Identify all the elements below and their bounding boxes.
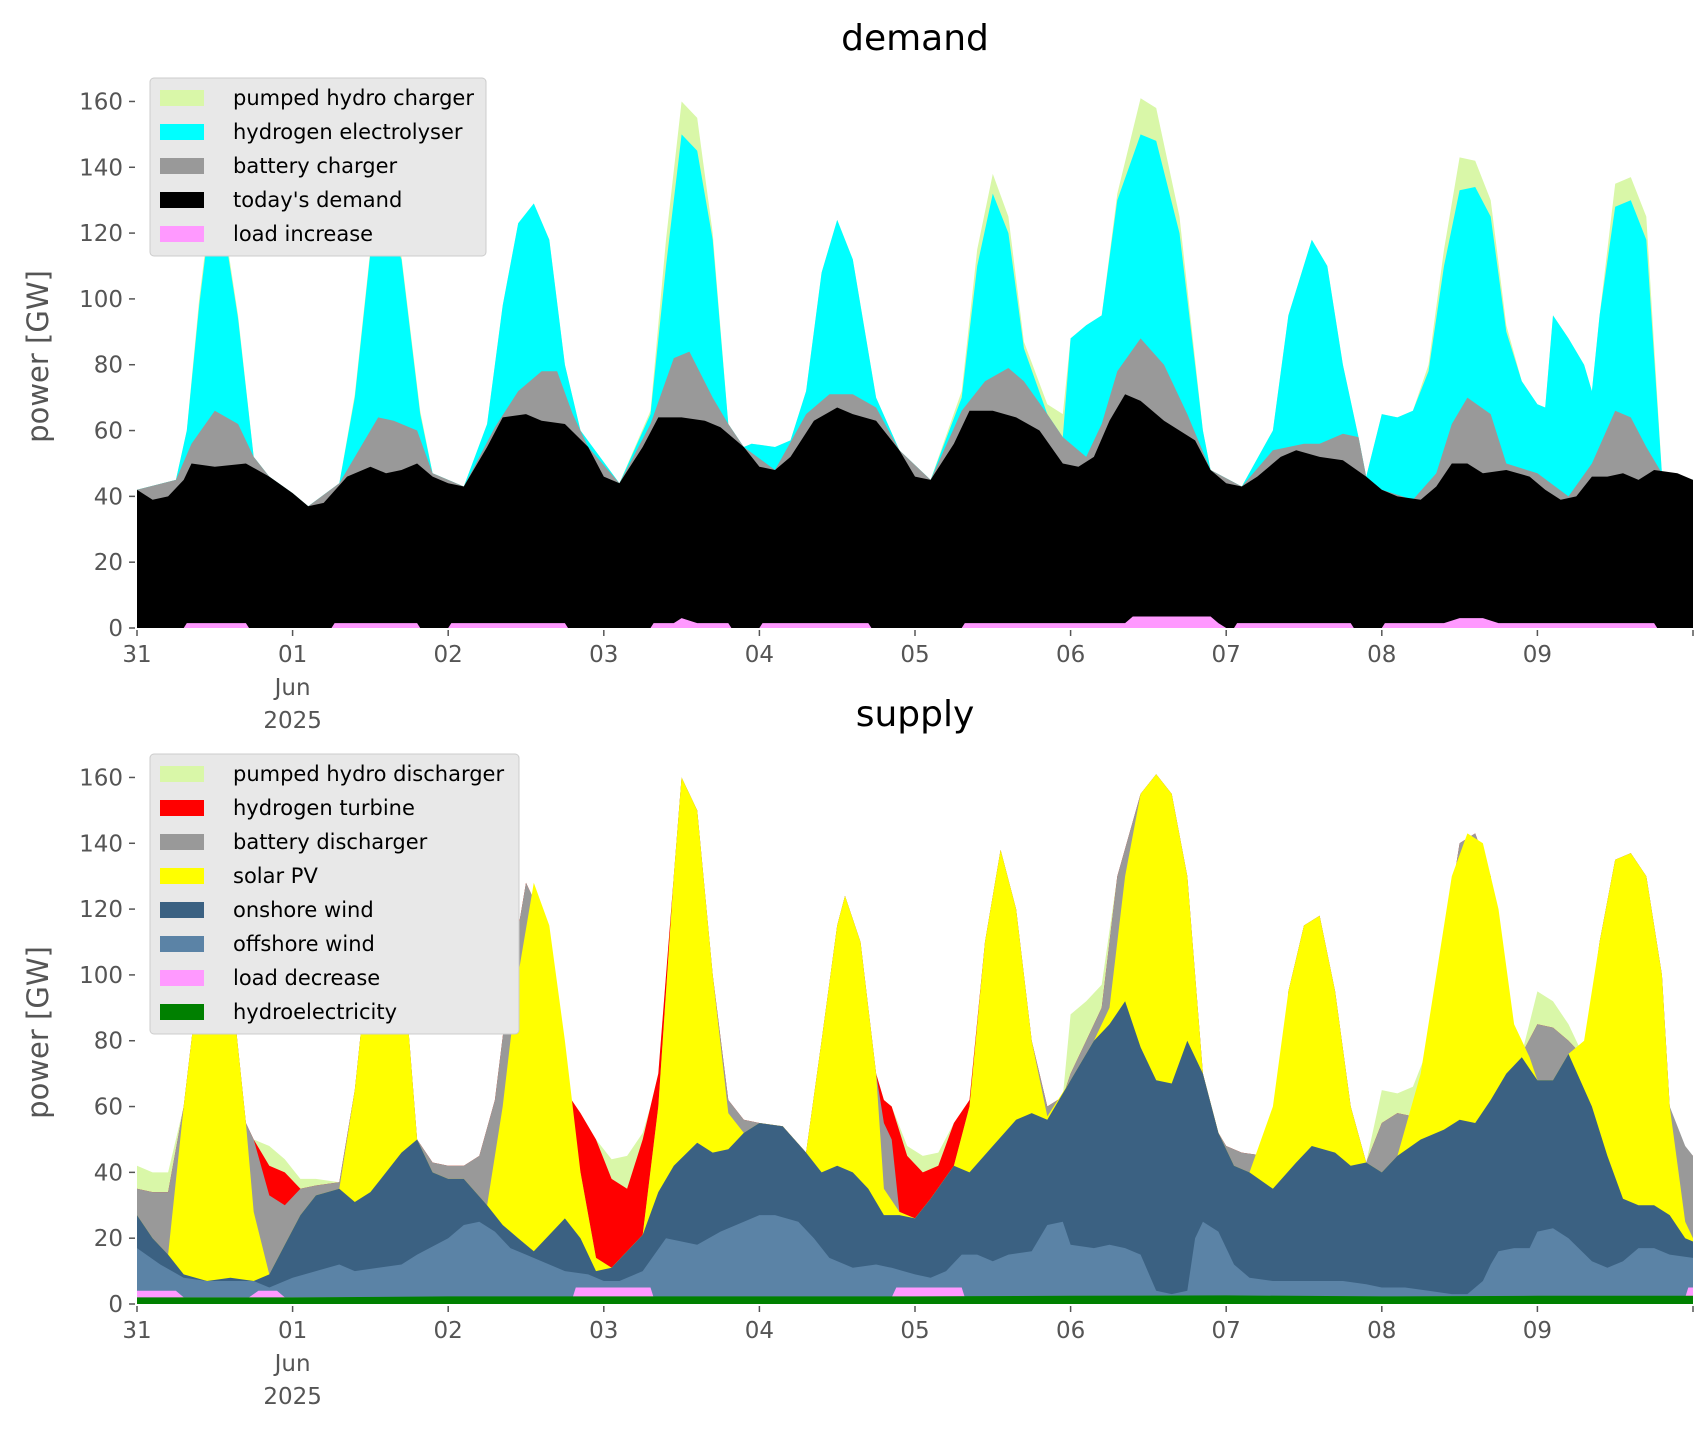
- legend-label: pumped hydro charger: [233, 86, 474, 110]
- y-axis-label: power [GW]: [21, 946, 55, 1119]
- y-tick-label: 80: [94, 353, 123, 379]
- x-tick-label: 05: [900, 642, 929, 668]
- area-hydroelectricity: [137, 1295, 1693, 1304]
- y-tick-label: 20: [94, 1226, 123, 1252]
- x-tick-label: 04: [745, 1318, 774, 1344]
- legend-swatch: [160, 226, 204, 242]
- x-tick-label: 03: [589, 642, 618, 668]
- x-tick-label: 02: [434, 1318, 463, 1344]
- y-tick-label: 120: [79, 897, 123, 923]
- x-tick-label: 03: [589, 1318, 618, 1344]
- legend-label: pumped hydro discharger: [233, 762, 504, 786]
- legend-swatch: [160, 902, 204, 918]
- legend-label: solar PV: [233, 864, 318, 888]
- y-axis-label: power [GW]: [21, 270, 55, 443]
- legend-label: today's demand: [233, 188, 402, 212]
- y-tick-label: 100: [79, 287, 123, 313]
- chart-title: supply: [856, 694, 975, 735]
- y-tick-label: 60: [94, 1095, 123, 1121]
- legend-swatch: [160, 868, 204, 884]
- y-tick-label: 160: [79, 89, 123, 115]
- y-tick-label: 60: [94, 419, 123, 445]
- y-tick-label: 0: [108, 1292, 123, 1318]
- y-tick-label: 100: [79, 963, 123, 989]
- legend-label: offshore wind: [233, 932, 375, 956]
- legend-swatch: [160, 834, 204, 850]
- area-load-increase: [137, 616, 1693, 628]
- x-tick-label: 09: [1523, 642, 1552, 668]
- area-offshore-wind: [137, 1215, 1693, 1304]
- legend-swatch: [160, 766, 204, 782]
- legend-swatch: [160, 90, 204, 106]
- legend-label: load increase: [233, 222, 373, 246]
- y-tick-label: 160: [79, 765, 123, 791]
- legend-swatch: [160, 800, 204, 816]
- chart-title: demand: [841, 18, 989, 59]
- y-tick-label: 40: [94, 1160, 123, 1186]
- legend-box: [149, 77, 487, 257]
- x-tick-label: 01: [278, 642, 307, 668]
- x-tick-label: 08: [1367, 642, 1396, 668]
- legend-label: battery discharger: [233, 830, 428, 854]
- x-tick-label: 07: [1212, 1318, 1241, 1344]
- y-tick-label: 0: [108, 616, 123, 642]
- legend-swatch: [160, 970, 204, 986]
- legend-swatch: [160, 936, 204, 952]
- x-tick-label: 08: [1367, 1318, 1396, 1344]
- legend-swatch: [160, 192, 204, 208]
- y-tick-label: 80: [94, 1029, 123, 1055]
- legend-label: load decrease: [233, 966, 380, 990]
- x-tick-label: Jun: [273, 1351, 311, 1377]
- legend-label: hydroelectricity: [233, 1000, 397, 1024]
- x-tick-label: 2025: [263, 708, 322, 734]
- legend: pumped hydro charger hydrogen electrolyse…: [149, 77, 487, 257]
- legend-label: hydrogen electrolyser: [233, 120, 463, 144]
- x-tick-label: 04: [745, 642, 774, 668]
- y-tick-label: 140: [79, 831, 123, 857]
- legend-label: hydrogen turbine: [233, 796, 415, 820]
- legend-swatch: [160, 1004, 204, 1020]
- area-today-s-demand: [137, 394, 1693, 628]
- x-tick-label: 09: [1523, 1318, 1552, 1344]
- x-tick-label: 07: [1212, 642, 1241, 668]
- area-onshore-wind: [137, 1001, 1693, 1304]
- x-tick-label: 05: [900, 1318, 929, 1344]
- x-tick-label: 31: [122, 642, 151, 668]
- x-tick-label: 02: [434, 642, 463, 668]
- legend-label: onshore wind: [233, 898, 374, 922]
- x-tick-label: 2025: [263, 1384, 322, 1410]
- x-tick-label: 06: [1056, 642, 1085, 668]
- y-tick-label: 140: [79, 155, 123, 181]
- y-tick-label: 20: [94, 550, 123, 576]
- legend: pumped hydro discharger hydrogen turbine b…: [149, 753, 520, 1035]
- x-tick-label: 06: [1056, 1318, 1085, 1344]
- legend-box: [149, 753, 520, 1035]
- y-tick-label: 40: [94, 484, 123, 510]
- legend-swatch: [160, 124, 204, 140]
- y-tick-label: 120: [79, 221, 123, 247]
- x-tick-label: 31: [122, 1318, 151, 1344]
- x-tick-label: Jun: [273, 675, 311, 701]
- legend-swatch: [160, 158, 204, 174]
- x-tick-label: 01: [278, 1318, 307, 1344]
- legend-label: battery charger: [233, 154, 398, 178]
